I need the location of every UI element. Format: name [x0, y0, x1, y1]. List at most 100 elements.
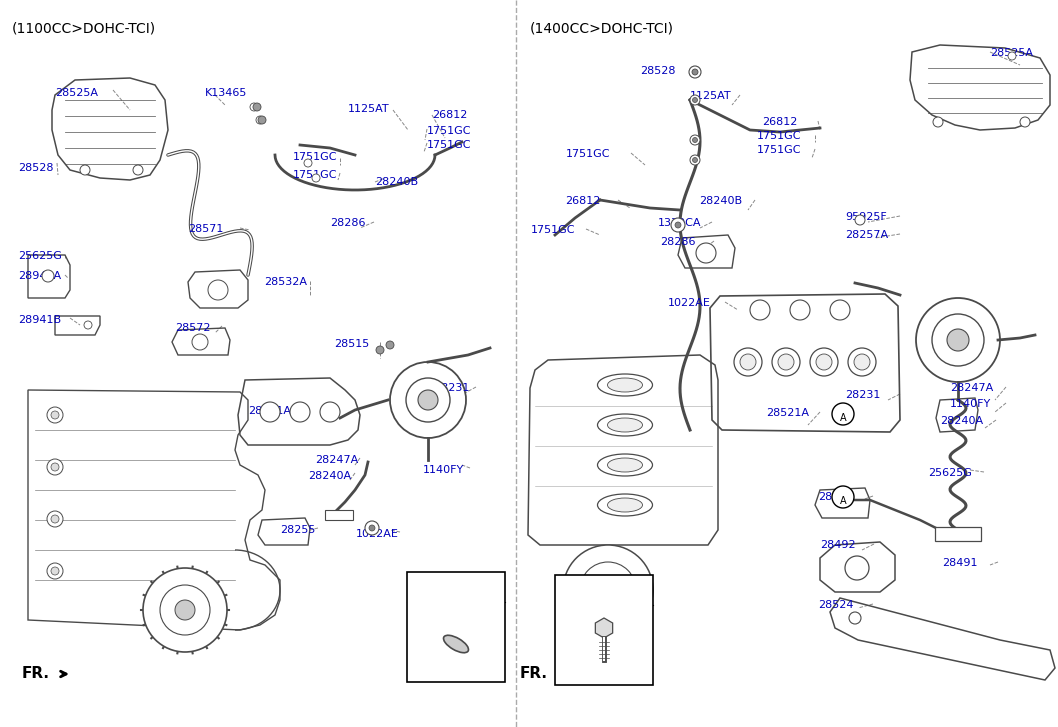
- Text: 28286: 28286: [330, 218, 365, 228]
- Text: 28571: 28571: [188, 224, 223, 234]
- Text: 1751GC: 1751GC: [293, 152, 338, 162]
- Text: 25625G: 25625G: [928, 468, 972, 478]
- Circle shape: [51, 567, 59, 575]
- Circle shape: [734, 348, 762, 376]
- Bar: [935, 527, 981, 541]
- Text: 28521A: 28521A: [248, 406, 291, 416]
- Circle shape: [689, 66, 701, 78]
- Circle shape: [832, 486, 854, 508]
- Circle shape: [386, 341, 394, 349]
- Text: 1140FY: 1140FY: [423, 465, 464, 475]
- Ellipse shape: [598, 374, 653, 396]
- Circle shape: [1008, 52, 1016, 60]
- Circle shape: [256, 116, 264, 124]
- Text: 28532A: 28532A: [264, 277, 307, 287]
- Text: 28240A: 28240A: [940, 416, 983, 426]
- Circle shape: [580, 562, 636, 618]
- Text: A: A: [840, 413, 846, 423]
- Text: 28240B: 28240B: [699, 196, 742, 206]
- Ellipse shape: [607, 418, 642, 432]
- Text: 1751GC: 1751GC: [531, 225, 576, 235]
- Text: (1400CC>DOHC-TCI): (1400CC>DOHC-TCI): [530, 22, 674, 36]
- Circle shape: [597, 579, 619, 601]
- Text: 1751GC: 1751GC: [566, 149, 610, 159]
- Circle shape: [690, 155, 700, 165]
- Text: 1751GC: 1751GC: [293, 170, 338, 180]
- Text: 1022AE: 1022AE: [668, 298, 711, 308]
- Circle shape: [916, 298, 1000, 382]
- Text: 28941A: 28941A: [18, 271, 61, 281]
- Text: 28521A: 28521A: [766, 408, 809, 418]
- Circle shape: [832, 403, 854, 425]
- Circle shape: [175, 600, 195, 620]
- Circle shape: [133, 165, 143, 175]
- Text: 1022AE: 1022AE: [355, 529, 399, 539]
- Circle shape: [369, 525, 375, 531]
- Circle shape: [1020, 117, 1030, 127]
- Text: 26812: 26812: [762, 117, 798, 127]
- Circle shape: [51, 411, 59, 419]
- Circle shape: [390, 362, 466, 438]
- Circle shape: [250, 103, 258, 111]
- Circle shape: [258, 116, 266, 124]
- Ellipse shape: [607, 378, 642, 392]
- Circle shape: [932, 314, 984, 366]
- Circle shape: [376, 346, 384, 354]
- Text: 28572: 28572: [175, 323, 211, 333]
- Circle shape: [829, 300, 850, 320]
- Circle shape: [47, 407, 63, 423]
- Circle shape: [690, 135, 700, 145]
- Circle shape: [849, 348, 876, 376]
- Circle shape: [696, 243, 716, 263]
- Circle shape: [692, 69, 698, 75]
- Text: 1751GC: 1751GC: [427, 140, 472, 150]
- Text: 28255: 28255: [280, 525, 315, 535]
- Circle shape: [47, 511, 63, 527]
- Circle shape: [772, 348, 800, 376]
- Bar: [407, 572, 505, 682]
- Ellipse shape: [443, 635, 469, 653]
- Circle shape: [855, 215, 865, 225]
- Text: 28491: 28491: [942, 558, 978, 568]
- Circle shape: [80, 165, 90, 175]
- Text: 1751GC: 1751GC: [758, 145, 802, 155]
- Circle shape: [160, 585, 209, 635]
- Text: 26812: 26812: [432, 110, 468, 120]
- Text: 28941B: 28941B: [18, 315, 61, 325]
- Text: 28492: 28492: [820, 540, 856, 550]
- Text: 28247A: 28247A: [950, 383, 993, 393]
- Bar: [325, 510, 353, 520]
- Ellipse shape: [598, 414, 653, 436]
- Text: FR.: FR.: [22, 667, 50, 681]
- Circle shape: [47, 459, 63, 475]
- Circle shape: [750, 300, 770, 320]
- Text: 28528: 28528: [640, 66, 675, 76]
- Circle shape: [47, 563, 63, 579]
- Text: K13465: K13465: [205, 88, 248, 98]
- Circle shape: [693, 158, 697, 163]
- Text: FR.: FR.: [519, 667, 548, 681]
- Text: 1140FY: 1140FY: [950, 399, 991, 409]
- Text: 28528: 28528: [18, 163, 54, 173]
- Circle shape: [406, 378, 450, 422]
- Text: 28525A: 28525A: [990, 48, 1033, 58]
- Text: 28247A: 28247A: [315, 455, 359, 465]
- Ellipse shape: [598, 454, 653, 476]
- Text: 28255: 28255: [818, 492, 854, 502]
- Text: 28257A: 28257A: [845, 230, 888, 240]
- Text: 28286: 28286: [660, 237, 695, 247]
- Circle shape: [312, 174, 320, 182]
- Circle shape: [690, 95, 700, 105]
- Text: 11403C: 11403C: [579, 583, 628, 596]
- Text: 1339CA: 1339CA: [658, 218, 701, 228]
- Text: 28525A: 28525A: [55, 88, 98, 98]
- Text: 28519: 28519: [427, 593, 466, 603]
- Circle shape: [693, 137, 697, 142]
- Text: A: A: [840, 496, 846, 506]
- Text: 28231: 28231: [845, 390, 880, 400]
- Circle shape: [675, 222, 681, 228]
- Circle shape: [849, 612, 861, 624]
- Text: 28519: 28519: [436, 580, 476, 593]
- Circle shape: [418, 390, 438, 410]
- Circle shape: [933, 117, 943, 127]
